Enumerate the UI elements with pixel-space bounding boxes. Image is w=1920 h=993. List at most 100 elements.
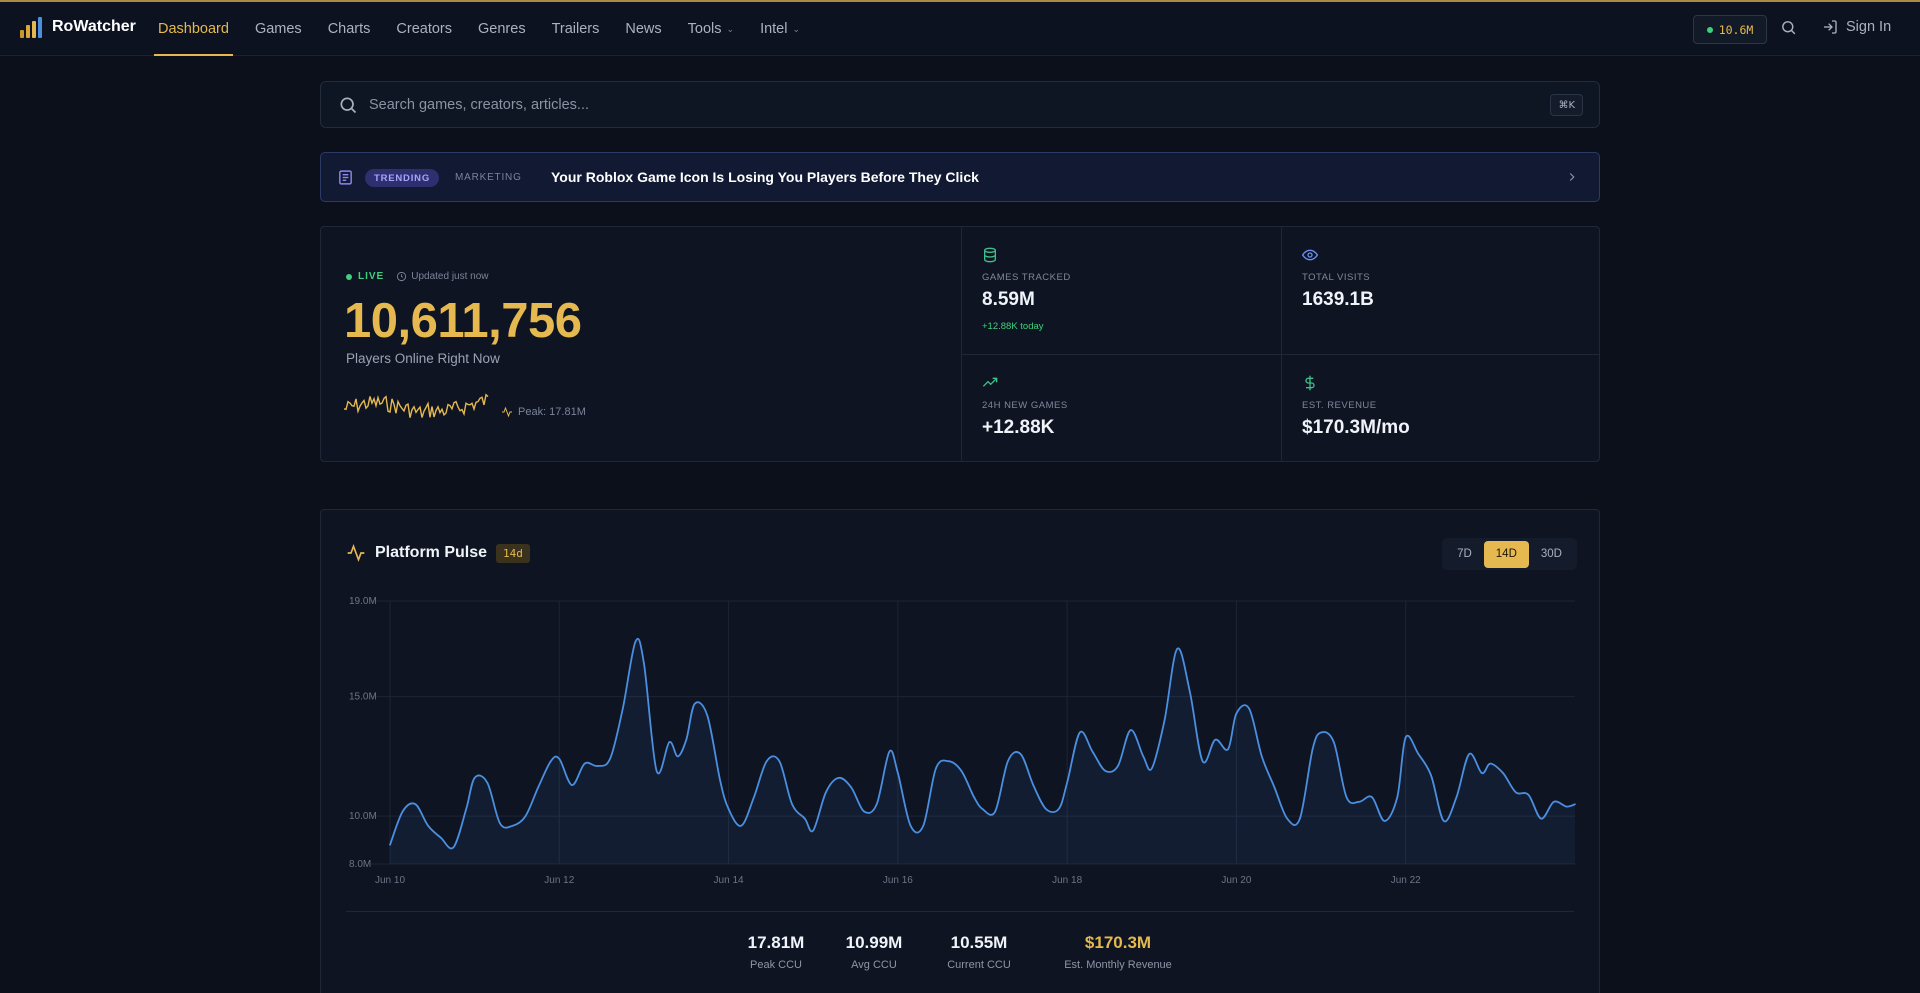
stat-label: GAMES TRACKED [982, 272, 1071, 283]
ccu-point [1455, 796, 1458, 798]
ccu-point [596, 765, 599, 767]
nav-dashboard[interactable]: Dashboard [154, 2, 233, 56]
logo-bars-icon [20, 16, 42, 38]
ccu-point [676, 755, 679, 758]
trending-badge: TRENDING [365, 169, 440, 187]
nav-news[interactable]: News [625, 2, 661, 56]
summary-value: 17.81M [747, 933, 805, 952]
ccu-point [1574, 803, 1576, 806]
ccu-point [1383, 820, 1386, 822]
y-tick-label: 10.0M [349, 811, 377, 822]
stat-value: $170.3M/mo [1302, 417, 1410, 438]
stat-label: TOTAL VISITS [1302, 272, 1371, 283]
x-tick-label: Jun 18 [1052, 875, 1082, 886]
ccu-point [439, 836, 442, 839]
ccu-point [1417, 753, 1420, 755]
nav-genres[interactable]: Genres [478, 2, 526, 56]
ccu-point [537, 786, 539, 789]
x-tick-label: Jun 22 [1391, 875, 1421, 886]
live-dot-icon [346, 273, 352, 280]
ccu-point [401, 810, 404, 813]
nav-label: Games [254, 21, 302, 37]
nav-creators[interactable]: Creators [396, 2, 452, 56]
ccu-point [981, 808, 984, 810]
nav-charts[interactable]: Charts [328, 2, 371, 56]
ccu-sparkline [344, 393, 489, 418]
range-30d-button[interactable]: 30D [1540, 548, 1562, 560]
ccu-point [837, 777, 840, 779]
range-7d-button[interactable]: 7D [1457, 548, 1472, 560]
ccu-point [1066, 781, 1068, 784]
global-search-bar[interactable]: Search games, creators, articles... ⌘K [320, 81, 1600, 128]
search-icon [1782, 21, 1796, 35]
ccu-point [1311, 748, 1314, 751]
ccu-point [1235, 712, 1238, 715]
stat-value: 1639.1B [1302, 289, 1374, 310]
ccu-point [1358, 801, 1360, 803]
ccu-point [1227, 748, 1229, 751]
ccu-point [550, 760, 552, 762]
nav-tools-dropdown[interactable]: Tools ⌄ [688, 2, 734, 56]
stat-value: 8.59M [982, 289, 1035, 310]
stats-panel: LIVE Updated just now 10,611,756 Players… [320, 226, 1600, 462]
y-tick-label: 8.0M [349, 859, 371, 870]
ccu-point [973, 796, 975, 798]
x-tick-label: Jun 12 [544, 875, 574, 886]
article-category: MARKETING [455, 172, 522, 183]
ccu-point [935, 767, 937, 770]
platform-pulse-panel: Platform Pulse 14d 7D 14D 30D 8.0M 10.0M 1… [320, 509, 1600, 993]
ccu-point [1189, 691, 1191, 693]
ccu-point [897, 772, 899, 774]
ccu-point [1032, 784, 1035, 786]
ccu-point [486, 781, 489, 784]
range-selector: 7D 14D 30D [1442, 538, 1577, 570]
live-ccu-pill[interactable]: 10.6M [1693, 15, 1767, 44]
ccu-point [909, 824, 912, 827]
activity-icon [347, 543, 365, 563]
sign-in-icon [1824, 20, 1837, 34]
ccu-point [727, 808, 730, 810]
main-nav: Dashboard Games Charts Creators Genres T… [154, 2, 826, 56]
nav-intel-dropdown[interactable]: Intel ⌄ [760, 2, 800, 56]
logo[interactable]: RoWatcher [20, 16, 136, 38]
ccu-point [765, 760, 768, 762]
trending-article-banner[interactable]: TRENDING MARKETING Your Roblox Game Icon… [320, 152, 1600, 202]
search-placeholder: Search games, creators, articles... [369, 96, 589, 113]
ccu-point [1261, 755, 1263, 758]
y-tick-label: 19.0M [349, 596, 377, 607]
ccu-point [947, 760, 950, 762]
divider [346, 911, 1574, 912]
summary-peak-ccu: 17.81M Peak CCU [726, 933, 826, 971]
live-label: LIVE [358, 271, 385, 282]
x-tick-label: Jun 14 [714, 875, 744, 886]
nav-trailers[interactable]: Trailers [552, 2, 600, 56]
nav-label: Tools [687, 21, 722, 37]
ccu-point [621, 707, 624, 710]
search-button[interactable] [1780, 19, 1800, 39]
range-badge: 14d [496, 543, 530, 563]
ccu-point [850, 786, 853, 789]
live-dot-icon [1706, 26, 1713, 33]
stat-label: EST. REVENUE [1302, 400, 1377, 411]
ccu-point [1443, 820, 1445, 822]
x-tick-label: Jun 10 [375, 875, 405, 886]
ccu-point [473, 777, 476, 779]
nav-label: Dashboard [158, 21, 229, 37]
nav-label: Trailers [551, 21, 600, 37]
ccu-point [1007, 760, 1009, 762]
updated-time: Updated just now [396, 271, 489, 282]
ccu-point [1502, 772, 1504, 774]
ccu-point [427, 824, 429, 827]
range-14d-button[interactable]: 14D [1483, 540, 1529, 568]
nav-games[interactable]: Games [255, 2, 302, 56]
chevron-right-icon [1569, 173, 1575, 181]
ccu-point [1345, 796, 1348, 798]
x-tick-label: Jun 20 [1221, 875, 1251, 886]
ccu-point [922, 824, 925, 827]
ccu-point [524, 815, 527, 817]
ccu-point [1371, 796, 1373, 798]
ccu-point [1553, 801, 1555, 803]
y-tick-label: 15.0M [349, 692, 377, 703]
ccu-point [1527, 793, 1530, 796]
sign-in-button[interactable]: Sign In [1822, 19, 1891, 35]
